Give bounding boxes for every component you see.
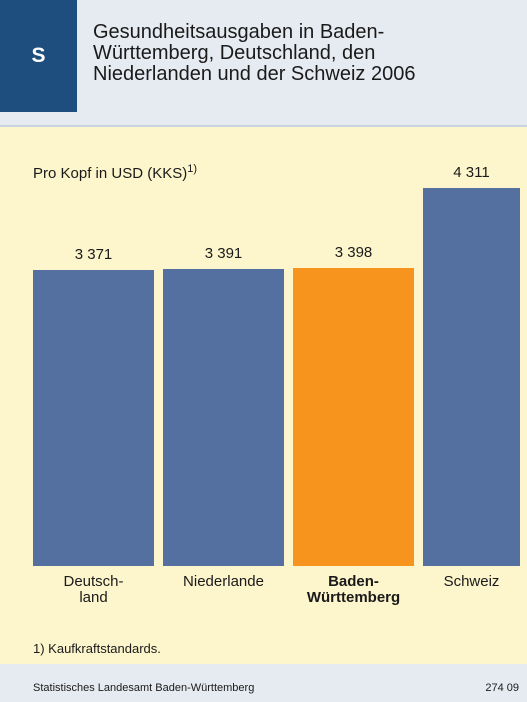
chart-code: 274 09 xyxy=(485,682,519,694)
badge: S xyxy=(0,0,77,112)
bar xyxy=(423,188,520,566)
value-label: 3 371 xyxy=(74,246,113,264)
subtitle-text: Pro Kopf in USD (KKS) xyxy=(33,165,188,182)
chart-title: Gesundheitsausgaben in Baden- Württember… xyxy=(93,21,416,85)
value-label: 3 398 xyxy=(334,244,373,262)
subtitle: Pro Kopf in USD (KKS)1) xyxy=(33,163,197,182)
value-label: 3 391 xyxy=(204,244,243,262)
footnote-marker: 1) xyxy=(187,163,197,175)
bar xyxy=(33,270,154,566)
value-label: 4 311 xyxy=(453,164,490,181)
footnote: 1) Kaufkraftstandards. xyxy=(33,641,161,656)
x-tick-label: Deutsch- land xyxy=(63,573,124,606)
bar xyxy=(163,268,284,566)
source: Statistisches Landesamt Baden-Württember… xyxy=(33,682,255,694)
x-tick-label: Baden- Württemberg xyxy=(306,573,401,606)
x-tick-label: Niederlande xyxy=(183,573,264,590)
x-tick-label: Schweiz xyxy=(443,573,500,590)
bar xyxy=(293,268,414,566)
